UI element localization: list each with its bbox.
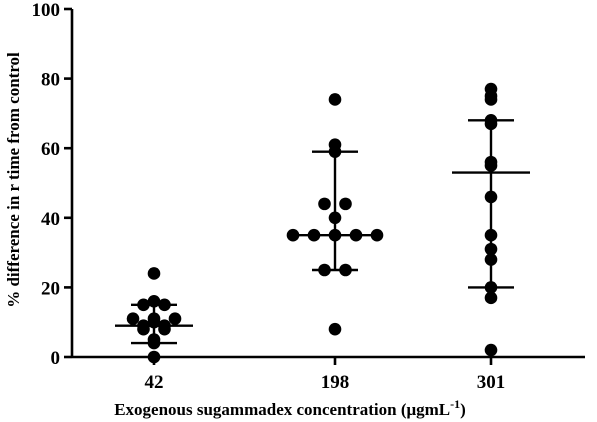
- data-point: [484, 190, 498, 204]
- data-point: [484, 242, 498, 256]
- x-axis-title: Exogenous sugammadex concentration (μgmL…: [114, 397, 466, 419]
- data-point: [328, 322, 342, 336]
- data-point: [484, 343, 498, 357]
- data-point: [484, 93, 498, 106]
- summary-bars: [115, 119, 530, 345]
- data-point: [339, 197, 352, 211]
- y-tick-label: 0: [51, 348, 61, 369]
- data-point: [484, 117, 498, 131]
- data-point: [318, 197, 331, 211]
- y-tick-label: 60: [41, 139, 60, 160]
- data-point: [339, 263, 352, 277]
- data-point: [137, 322, 150, 336]
- data-point: [370, 228, 384, 242]
- data-point: [484, 291, 498, 305]
- data-point: [484, 159, 498, 172]
- data-point: [137, 298, 150, 312]
- data-points: [126, 82, 498, 364]
- data-point: [484, 228, 498, 242]
- data-point: [484, 281, 498, 294]
- y-tick-label: 20: [41, 278, 60, 299]
- y-tick-label: 40: [41, 209, 60, 230]
- x-axis-title-superscript: -1: [450, 397, 460, 411]
- data-point: [318, 263, 331, 277]
- data-point: [147, 350, 161, 364]
- data-point: [147, 295, 161, 308]
- data-point: [126, 312, 140, 326]
- x-axis-title-suffix: ): [460, 400, 466, 419]
- data-point: [484, 253, 498, 266]
- x-tick-label: 198: [321, 372, 350, 393]
- data-point: [168, 312, 182, 326]
- data-point: [147, 267, 161, 280]
- data-point: [328, 228, 342, 242]
- data-point: [158, 298, 171, 312]
- y-tick-label: 80: [41, 70, 60, 91]
- x-ticks: 42 198 301: [145, 357, 506, 393]
- data-point: [328, 145, 342, 158]
- data-point: [307, 228, 321, 242]
- x-tick-label: 301: [477, 372, 506, 393]
- x-axis-title-main: Exogenous sugammadex concentration (μgmL: [114, 400, 450, 419]
- data-point: [349, 228, 363, 242]
- y-ticks: 0 20 40 60 80 100: [32, 0, 72, 369]
- data-point: [328, 93, 342, 106]
- data-point: [158, 322, 171, 336]
- data-point: [147, 315, 161, 329]
- y-axis-title: % difference in r time from control: [4, 52, 23, 308]
- x-tick-label: 42: [145, 372, 164, 393]
- data-point: [328, 211, 342, 225]
- data-point: [286, 228, 300, 242]
- y-tick-label: 100: [32, 0, 61, 21]
- data-point: [147, 336, 161, 350]
